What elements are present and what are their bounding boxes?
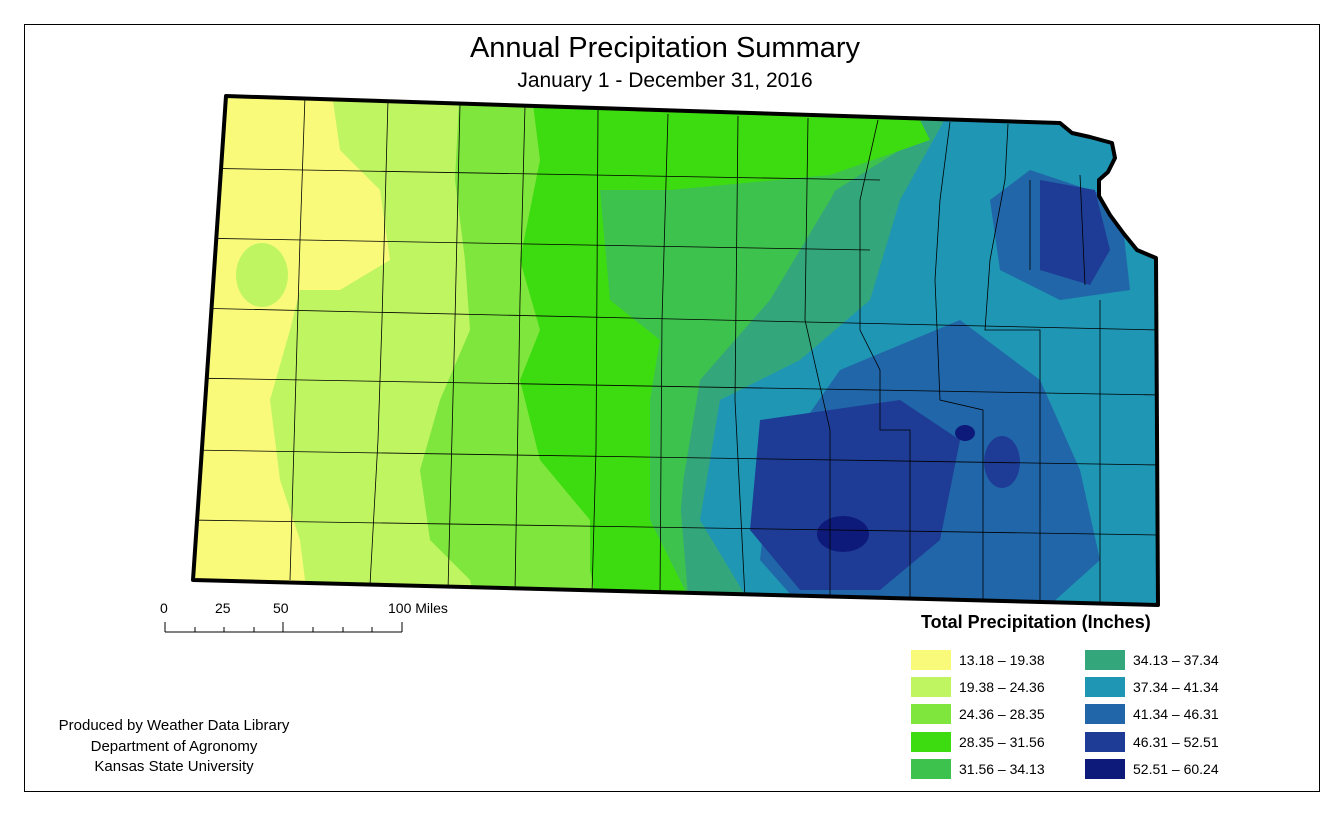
legend-swatch [1085, 731, 1125, 752]
map-subtitle: January 1 - December 31, 2016 [517, 69, 813, 92]
legend-label: 24.36 – 28.35 [959, 706, 1045, 723]
legend-swatch [911, 677, 951, 698]
zone-46-31-52-51-spot [984, 436, 1020, 488]
map-frame [24, 24, 1320, 792]
scale-label-50: 50 [273, 600, 289, 616]
legend-swatch [1085, 650, 1125, 670]
legend-swatch [911, 758, 951, 779]
scale-label-100-miles: 100 Miles [388, 600, 448, 616]
scale-label-0: 0 [160, 600, 168, 616]
map-title: Annual Precipitation Summary [469, 32, 861, 64]
zone-19-38-24-36-patch [236, 243, 288, 307]
zone-52-51-60-24-small [955, 425, 975, 441]
legend-swatch [1085, 677, 1125, 698]
legend-label: 52.51 – 60.24 [1133, 760, 1219, 777]
scale-bar [164, 622, 403, 633]
legend-label: 46.31 – 52.51 [1133, 733, 1219, 750]
county-boundaries [193, 96, 1158, 605]
legend-label: 31.56 – 34.13 [959, 760, 1045, 777]
zone-52-51-60-24 [817, 516, 869, 552]
credit-line-3: Kansas State University [94, 758, 254, 775]
legend-label: 19.38 – 24.36 [959, 679, 1045, 696]
kansas-state-boundary [191, 94, 1160, 607]
zone-46-31-52-51-se [750, 400, 960, 590]
credit-line-1: Produced by Weather Data Library [58, 717, 290, 734]
legend-swatch [911, 704, 951, 725]
legend-label: 41.34 – 46.31 [1133, 706, 1219, 723]
legend-title: Total Precipitation (Inches) [921, 612, 1151, 632]
legend-label: 34.13 – 37.34 [1133, 652, 1219, 668]
scale-label-25: 25 [215, 600, 231, 616]
legend-label: 13.18 – 19.38 [959, 652, 1045, 668]
legend-swatch [911, 650, 951, 670]
zone-46-31-52-51-ne [1040, 180, 1110, 285]
credit-line-2: Department of Agronomy [90, 737, 258, 755]
zone-13-18-19-38 [193, 96, 390, 605]
legend-label: 28.35 – 31.56 [959, 733, 1045, 750]
legend-swatch [911, 731, 951, 752]
legend-swatch [1085, 758, 1125, 779]
precipitation-zones [193, 96, 1158, 605]
credits: Produced by Weather Data Library Departm… [24, 716, 324, 778]
legend-label: 37.34 – 41.34 [1133, 679, 1219, 696]
legend-swatch [1085, 704, 1125, 725]
